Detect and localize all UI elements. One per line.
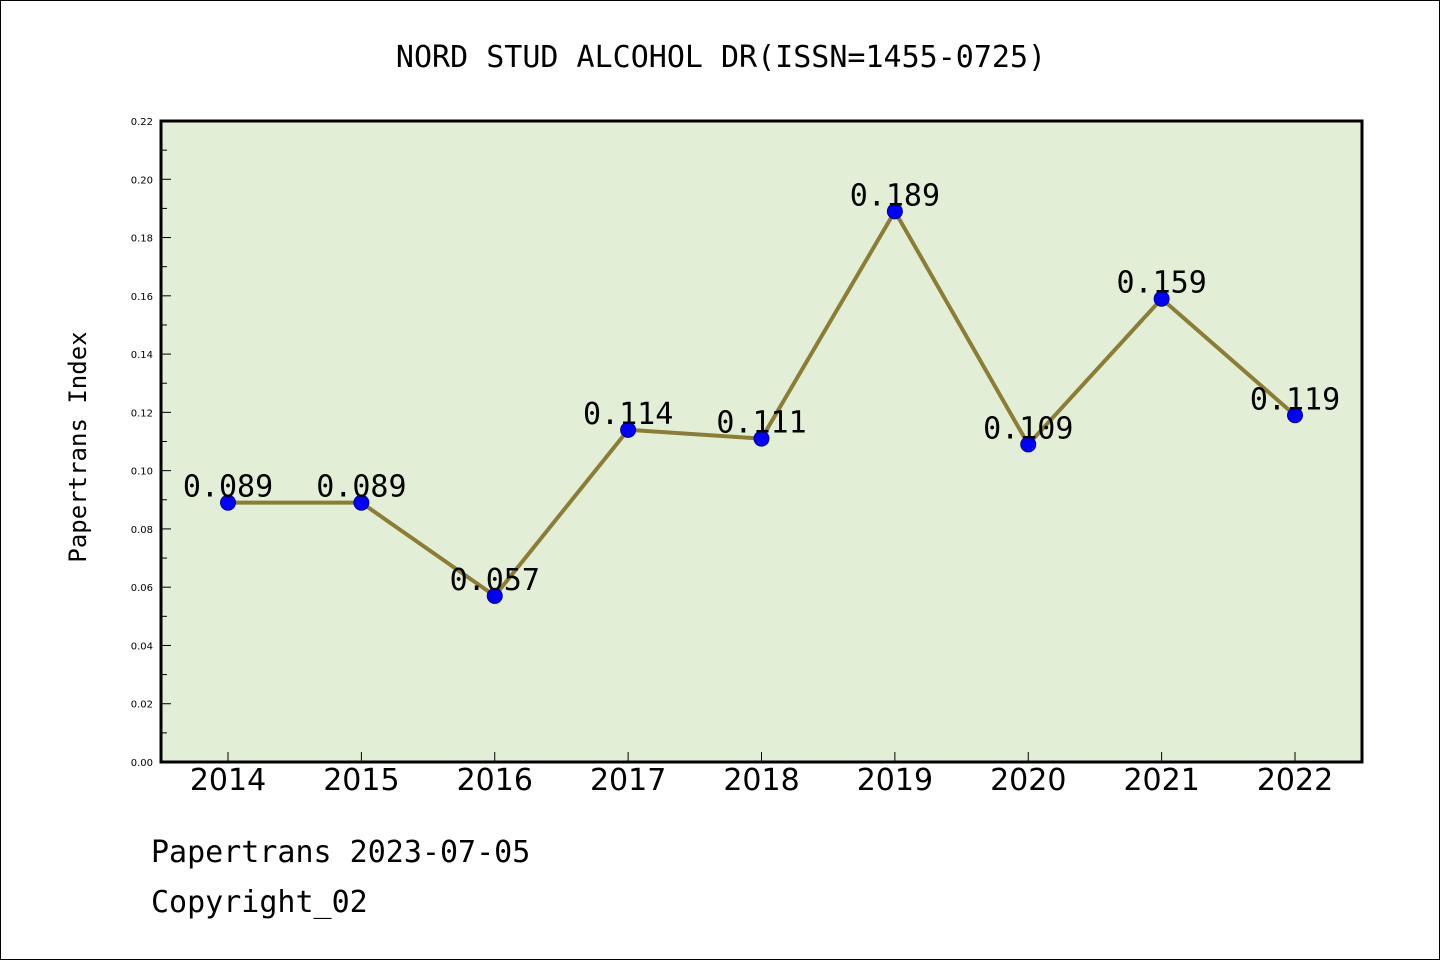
x-tick-label: 2020 xyxy=(990,763,1066,798)
x-tick-label: 2021 xyxy=(1123,763,1199,798)
x-tick-label: 2015 xyxy=(323,763,399,798)
data-label: 0.109 xyxy=(983,411,1073,446)
data-point-marker xyxy=(353,494,370,511)
data-point-marker xyxy=(886,203,903,220)
x-tick-label: 2016 xyxy=(457,763,533,798)
x-tick-label: 2017 xyxy=(590,763,666,798)
data-point-marker xyxy=(220,494,236,511)
y-tick-label: 0.10 xyxy=(131,467,153,478)
data-point-marker xyxy=(486,587,503,604)
data-point-marker xyxy=(753,430,770,447)
y-tick-label: 0.20 xyxy=(131,175,153,186)
data-label: 0.119 xyxy=(1250,382,1340,417)
y-tick-label: 0.12 xyxy=(131,408,153,419)
y-tick-label: 0.08 xyxy=(131,525,153,536)
data-label: 0.111 xyxy=(716,406,806,441)
data-label: 0.089 xyxy=(316,470,406,505)
y-tick-label: 0.04 xyxy=(131,641,153,652)
data-point-marker xyxy=(1020,436,1037,453)
y-tick-label: 0.22 xyxy=(131,117,153,128)
data-label: 0.057 xyxy=(450,563,540,598)
x-tick-label: 2014 xyxy=(190,763,266,798)
y-tick-label: 0.18 xyxy=(131,234,153,245)
x-tick-label: 2022 xyxy=(1257,763,1333,798)
y-tick-label: 0.00 xyxy=(131,758,153,769)
x-axis: 2014 2015 2016 2017 2018 2019 2020 2021 2022 xyxy=(190,752,1333,798)
data-label: 0.089 xyxy=(183,470,273,505)
y-tick-label: 0.16 xyxy=(131,292,153,303)
source-date-text: Papertrans 2023-07-05 xyxy=(151,835,531,870)
y-tick-label: 0.06 xyxy=(131,583,153,594)
data-label: 0.189 xyxy=(850,178,940,213)
series-line-group: 0.089 0.089 0.057 0.114 0.111 0.189 0.109 0.159… xyxy=(183,178,1340,604)
data-point-marker xyxy=(1287,407,1303,424)
data-label: 0.114 xyxy=(583,397,673,432)
copyright-text: Copyright_02 xyxy=(151,885,368,920)
y-tick-label: 0.02 xyxy=(131,700,153,711)
chart-title: NORD STUD ALCOHOL DR(ISSN=1455-0725) xyxy=(396,40,1046,75)
y-axis-label: Papertrans Index xyxy=(64,331,92,562)
y-axis: 0.00 0.02 0.04 0.06 0.08 0.10 0.12 0.14 0.16 0.18… xyxy=(131,117,171,769)
y-tick-label: 0.14 xyxy=(131,350,153,361)
data-point-marker xyxy=(1153,290,1170,307)
x-tick-label: 2019 xyxy=(857,763,933,798)
x-tick-label: 2018 xyxy=(723,763,799,798)
data-label: 0.159 xyxy=(1116,266,1206,301)
data-point-marker xyxy=(620,421,637,438)
